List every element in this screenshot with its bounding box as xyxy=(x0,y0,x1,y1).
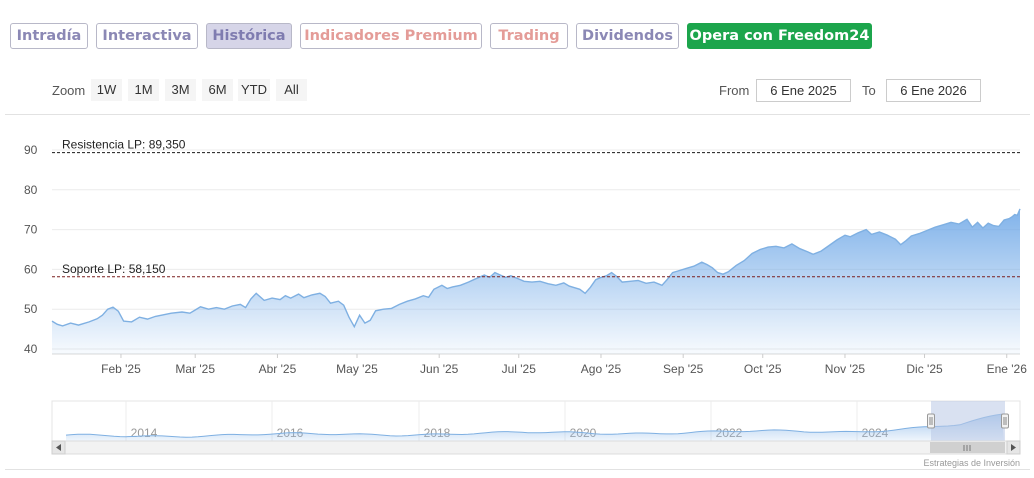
navigator-area xyxy=(66,414,1004,441)
zoom-1w-button[interactable]: 1W xyxy=(91,79,122,101)
tab-trading[interactable]: Trading xyxy=(490,23,568,49)
y-tick-label: 60 xyxy=(24,262,38,276)
x-tick-label: Mar '25 xyxy=(175,362,215,376)
zoom-3m-button[interactable]: 3M xyxy=(165,79,196,101)
from-date-input[interactable]: 6 Ene 2025 xyxy=(756,79,851,102)
navigator-right-handle[interactable] xyxy=(1001,413,1009,429)
y-tick-label: 40 xyxy=(24,342,38,356)
x-tick-label: Sep '25 xyxy=(663,362,704,376)
zoom-all-button[interactable]: All xyxy=(276,79,307,101)
arrow-left-icon xyxy=(56,444,61,451)
to-label: To xyxy=(862,83,876,98)
zoom-ytd-button[interactable]: YTD xyxy=(238,79,270,101)
zoom-label: Zoom xyxy=(52,83,86,98)
y-tick-label: 80 xyxy=(24,183,38,197)
x-axis: Feb '25 Mar '25 Abr '25 May '25 Jun '25 Jul '… xyxy=(101,354,1027,376)
navigator[interactable]: 201420162018202020222024 xyxy=(51,400,1021,455)
navigator-left-handle[interactable] xyxy=(927,413,935,429)
tab-indicadores-premium[interactable]: Indicadores Premium xyxy=(300,23,482,49)
tab-intradia[interactable]: Intradía xyxy=(10,23,88,49)
tab-historica[interactable]: Histórica xyxy=(206,23,292,49)
arrow-right-icon xyxy=(1011,444,1016,451)
level-lines: Resistencia LP: 89,350 Soporte LP: 58,150 xyxy=(52,138,1020,278)
x-tick-label: Ago '25 xyxy=(581,362,622,376)
from-label: From xyxy=(719,83,750,98)
y-axis: 40 50 60 70 80 90 xyxy=(24,143,38,356)
navigator-selection[interactable] xyxy=(931,401,1005,441)
y-tick-label: 70 xyxy=(24,223,38,237)
top-divider xyxy=(5,114,1030,115)
x-tick-label: Jun '25 xyxy=(420,362,459,376)
y-tick-label: 50 xyxy=(24,302,38,316)
bottom-divider xyxy=(5,469,1030,470)
x-tick-label: Oct '25 xyxy=(744,362,782,376)
zoom-6m-button[interactable]: 6M xyxy=(202,79,233,101)
freedom24-button[interactable]: Opera con Freedom24 xyxy=(687,23,872,49)
x-tick-label: Abr '25 xyxy=(259,362,297,376)
x-tick-label: Feb '25 xyxy=(101,362,141,376)
navigator-scrollbar-track[interactable] xyxy=(51,440,1021,455)
zoom-1m-button[interactable]: 1M xyxy=(128,79,159,101)
y-tick-label: 90 xyxy=(24,143,38,157)
x-tick-label: Nov '25 xyxy=(825,362,866,376)
x-tick-label: Jul '25 xyxy=(502,362,537,376)
x-tick-label: Dic '25 xyxy=(906,362,943,376)
resistance-label: Resistencia LP: 89,350 xyxy=(62,138,186,152)
support-label: Soporte LP: 58,150 xyxy=(62,262,166,276)
x-tick-label: May '25 xyxy=(336,362,378,376)
price-area xyxy=(52,208,1020,354)
tab-dividendos[interactable]: Dividendos xyxy=(576,23,679,49)
navigator-line xyxy=(65,413,1003,438)
x-tick-label: Ene '26 xyxy=(987,362,1028,376)
chart-credit: Estrategias de Inversión xyxy=(923,458,1020,468)
to-date-input[interactable]: 6 Ene 2026 xyxy=(886,79,981,102)
tab-interactiva[interactable]: Interactiva xyxy=(96,23,198,49)
price-line xyxy=(51,208,1021,329)
